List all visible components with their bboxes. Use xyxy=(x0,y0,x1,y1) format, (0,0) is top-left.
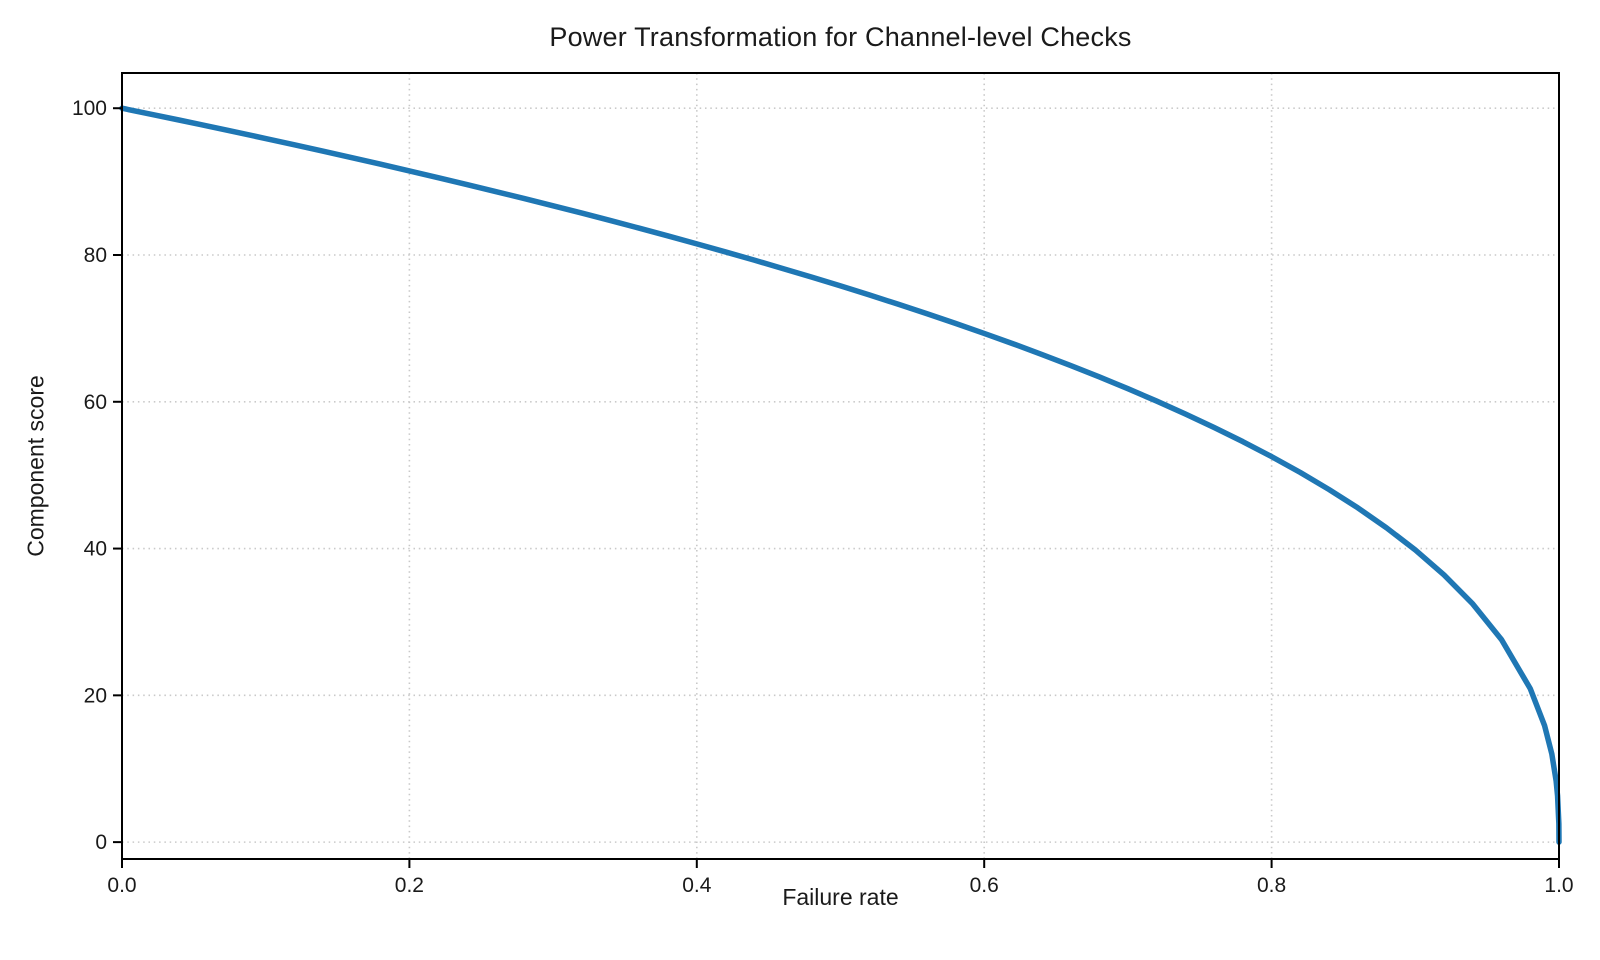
y-tick-label: 80 xyxy=(84,244,107,267)
x-tick-label: 0.2 xyxy=(395,874,424,897)
x-tick-label: 0.4 xyxy=(682,874,712,897)
chart-title: Power Transformation for Channel-level C… xyxy=(549,22,1132,52)
y-axis-label: Component score xyxy=(22,375,49,557)
y-tick-label: 60 xyxy=(84,391,107,414)
y-tick-label: 40 xyxy=(84,538,107,561)
data-curve xyxy=(119,105,1562,845)
y-tick-label: 100 xyxy=(72,97,107,120)
plot-border xyxy=(121,72,1560,860)
x-tick-label: 0.8 xyxy=(1257,874,1286,897)
y-tick-label: 20 xyxy=(84,684,107,707)
x-axis-label: Failure rate xyxy=(782,884,899,910)
y-tick-label: 0 xyxy=(95,831,107,854)
x-tick-label: 1.0 xyxy=(1544,874,1573,897)
x-tick-label: 0.0 xyxy=(107,874,136,897)
x-tick-label: 0.6 xyxy=(970,874,999,897)
